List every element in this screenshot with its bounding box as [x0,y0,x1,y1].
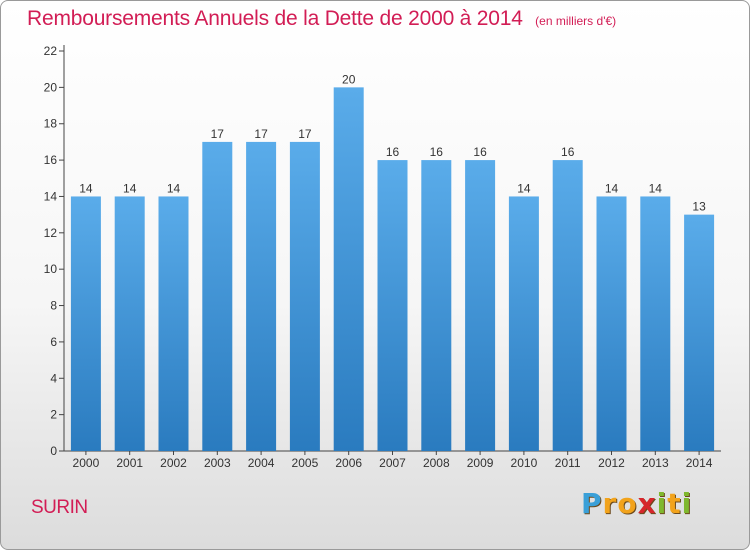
x-tick-label: 2006 [335,456,362,470]
bar-value-label: 14 [167,181,181,195]
bar-value-label: 14 [79,181,93,195]
bar [465,160,496,451]
bar [289,141,320,451]
bar [640,196,671,451]
y-tick-label: 14 [44,189,58,203]
commune-name: SURIN [31,497,88,518]
bar [70,196,101,451]
chart-title: Remboursements Annuels de la Dette de 20… [27,7,523,30]
x-tick-label: 2013 [642,456,669,470]
y-tick-label: 10 [44,262,58,276]
bar [552,160,583,451]
x-tick-label: 2011 [555,456,581,470]
x-tick-label: 2008 [423,456,450,470]
y-tick-label: 16 [44,153,58,167]
bar-value-label: 17 [254,127,268,141]
bar-value-label: 16 [386,145,400,159]
y-tick-label: 22 [44,44,58,58]
x-tick-label: 2007 [379,456,406,470]
logo-letter: i [656,487,668,520]
bar [377,160,408,451]
bar-value-label: 17 [298,127,312,141]
bar [333,87,364,451]
x-tick-label: 2000 [73,456,100,470]
bar-value-label: 14 [649,181,663,195]
logo-letter: o [617,487,638,520]
x-tick-label: 2012 [598,456,625,470]
bar-value-label: 16 [473,145,487,159]
bar-value-label: 17 [211,127,225,141]
bar [684,214,715,451]
x-tick-label: 2004 [248,456,275,470]
y-tick-label: 4 [50,371,57,385]
y-tick-label: 6 [50,335,57,349]
proxiti-logo: Proxiti [581,487,692,520]
bar [421,160,452,451]
logo-letter: x [637,487,657,520]
x-tick-label: 2010 [511,456,538,470]
x-tick-label: 2001 [116,456,143,470]
bar [202,141,233,451]
bar-value-label: 20 [342,72,356,86]
x-tick-label: 2014 [686,456,713,470]
bar [508,196,539,451]
bar-value-label: 14 [517,181,531,195]
bar [596,196,627,451]
y-tick-label: 8 [50,299,57,313]
bar-value-label: 14 [605,181,619,195]
logo-letter: P [581,487,603,520]
x-tick-label: 2005 [292,456,319,470]
y-tick-label: 18 [44,117,58,131]
title-row: Remboursements Annuels de la Dette de 20… [27,7,616,31]
logo-letter: t [667,487,682,520]
bar [246,141,277,451]
y-tick-label: 2 [50,408,57,422]
bars-group [70,87,715,451]
y-tick-label: 0 [50,444,57,458]
x-tick-label: 2009 [467,456,494,470]
logo-letter: i [681,487,693,520]
bar-value-label: 13 [692,200,706,214]
bar-value-label: 14 [123,181,137,195]
bar-value-label: 16 [430,145,444,159]
logo-letter: r [602,487,618,520]
y-tick-label: 20 [44,80,58,94]
labels-group: 14 2000 14 2001 14 2002 17 2003 17 2004 17 2005 20 20… [73,72,713,470]
bar [158,196,189,451]
y-tick-label: 12 [44,226,58,240]
bar [114,196,145,451]
x-tick-label: 2003 [204,456,231,470]
x-tick-label: 2002 [160,456,187,470]
bar-value-label: 16 [561,145,575,159]
chart-unit-note: (en milliers d'€) [535,14,617,28]
